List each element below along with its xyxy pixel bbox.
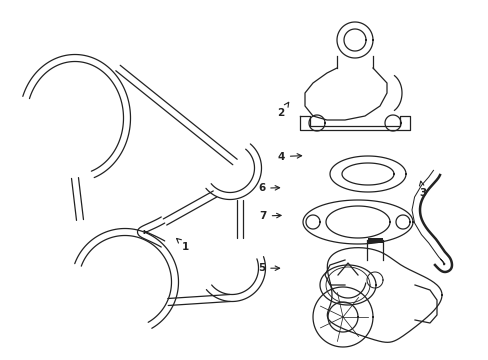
Text: 6: 6	[258, 183, 279, 193]
Text: 1: 1	[176, 238, 189, 252]
Text: 4: 4	[277, 152, 301, 162]
Text: 2: 2	[277, 102, 288, 118]
Text: 3: 3	[419, 181, 426, 198]
Text: 7: 7	[259, 211, 281, 221]
Text: 5: 5	[258, 263, 279, 273]
